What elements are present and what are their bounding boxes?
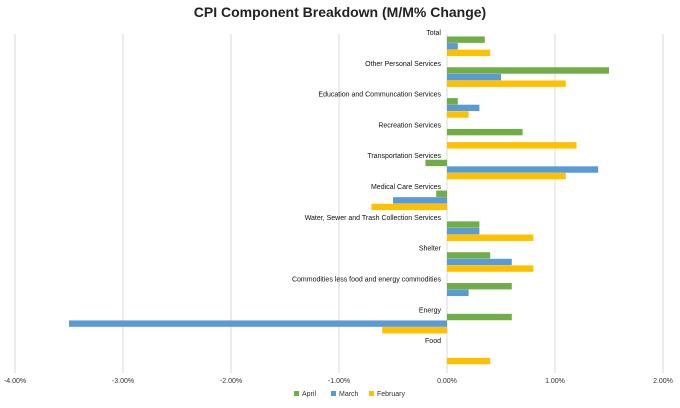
category-label-education-and-communcation-services: Education and Communcation Services [318,92,441,99]
bar-february-transportation-services [447,172,566,180]
category-label-water-sewer-and-trash-collection-services: Water, Sewer and Trash Collection Servic… [305,215,442,222]
bar-march-transportation-services [447,166,599,173]
x-tick-label: 2.00% [653,378,673,385]
bar-march-medical-care-services [393,197,447,204]
category-label-medical-care-services: Medical Care Services [371,184,442,191]
bar-february-total [447,49,491,57]
x-axis-ticks: -4.00% -3.00% -2.00% -1.00% 0.00% 1.00% 2.00% [4,378,673,385]
bar-february-shelter [447,265,534,272]
bars [69,36,609,365]
bar-february-medical-care-services [371,203,447,211]
legend-label-april: April [302,391,316,398]
bar-april-medical-care-services [436,190,447,197]
bar-april-water-sewer-and-trash-collection-services [447,221,480,228]
bar-april-recreation-services [447,128,523,136]
x-tick-label: -2.00% [220,378,242,385]
bar-march-total [447,43,458,50]
bar-march-other-personal-services [447,73,501,81]
bar-april-other-personal-services [447,67,609,74]
legend: April March February [294,391,406,398]
bar-february-food [447,357,491,365]
legend-swatch-april [294,391,299,396]
bar-april-education-and-communcation-services [447,98,458,105]
bar-april-shelter [447,252,491,259]
legend-label-february: February [377,391,406,398]
category-label-commodities-less-food-and-energy-commodities: Commodities less food and energy commodi… [292,277,442,284]
x-tick-label: 0.00% [437,378,457,385]
x-tick-label: -1.00% [328,378,350,385]
category-label-recreation-services: Recreation Services [378,122,441,129]
bar-february-other-personal-services [447,80,566,87]
x-tick-label: -3.00% [112,378,134,385]
bar-february-recreation-services [447,142,577,149]
bar-april-commodities-less-food-and-energy-commodities [447,283,512,290]
x-tick-label: 1.00% [545,378,565,385]
bar-march-shelter [447,258,512,266]
legend-label-march: March [339,391,359,398]
category-label-total: Total [426,30,441,37]
chart-title: CPI Component Breakdown (M/M% Change) [193,4,487,20]
category-label-shelter: Shelter [419,246,442,253]
bar-february-energy [382,327,447,334]
category-label-transportation-services: Transportation Services [367,153,441,160]
bar-april-transportation-services [425,159,447,167]
legend-swatch-march [331,391,336,396]
category-labels: Total Other Personal Services Education an… [292,30,442,345]
category-label-food: Food [425,338,441,345]
bar-march-water-sewer-and-trash-collection-services [447,227,480,235]
category-label-energy: Energy [419,307,442,314]
category-label-other-personal-services: Other Personal Services [365,61,441,68]
bar-march-commodities-less-food-and-energy-commodities [447,289,469,297]
legend-swatch-february [369,391,374,396]
bar-april-energy [447,313,512,321]
x-tick-label: -4.00% [4,378,26,385]
bar-april-total [447,36,485,43]
bar-february-water-sewer-and-trash-collection-services [447,234,534,241]
bar-march-energy [69,320,447,327]
bar-march-education-and-communcation-services [447,104,480,112]
bar-february-education-and-communcation-services [447,111,469,118]
